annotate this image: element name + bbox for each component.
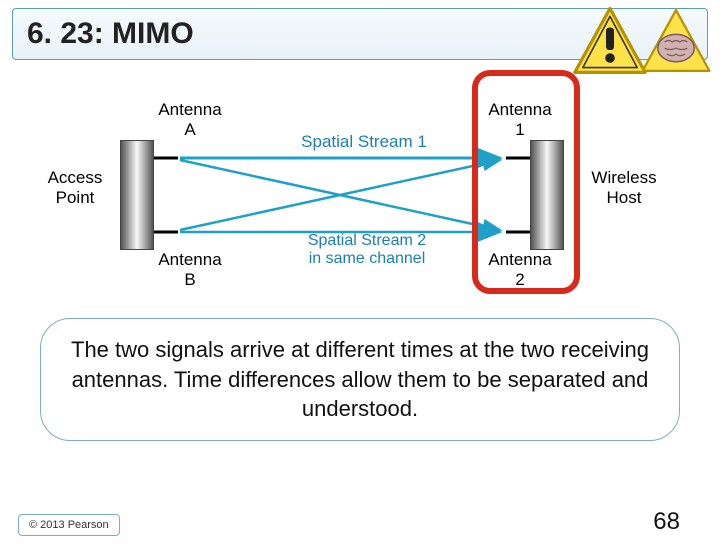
page-title: 6. 23: MIMO — [27, 17, 194, 50]
mimo-diagram: Access Point Wireless Host Antenna A Ant… — [10, 70, 710, 300]
label-wireless-host: Wireless Host — [574, 168, 674, 207]
copyright: © 2013 Pearson — [18, 514, 120, 536]
page-number: 68 — [653, 508, 680, 536]
label-access-point: Access Point — [34, 168, 116, 207]
label-antenna-1: Antenna 1 — [480, 100, 560, 139]
label-antenna-2: Antenna 2 — [480, 250, 560, 289]
caption-text: The two signals arrive at different time… — [67, 335, 653, 424]
label-stream-2: Spatial Stream 2 in same channel — [272, 232, 462, 269]
access-point-box — [120, 140, 154, 250]
label-antenna-a: Antenna A — [150, 100, 230, 139]
label-antenna-b: Antenna B — [150, 250, 230, 289]
label-stream-1: Spatial Stream 1 — [274, 132, 454, 152]
warning-triangle-icon — [570, 2, 650, 82]
caption-box: The two signals arrive at different time… — [40, 318, 680, 441]
